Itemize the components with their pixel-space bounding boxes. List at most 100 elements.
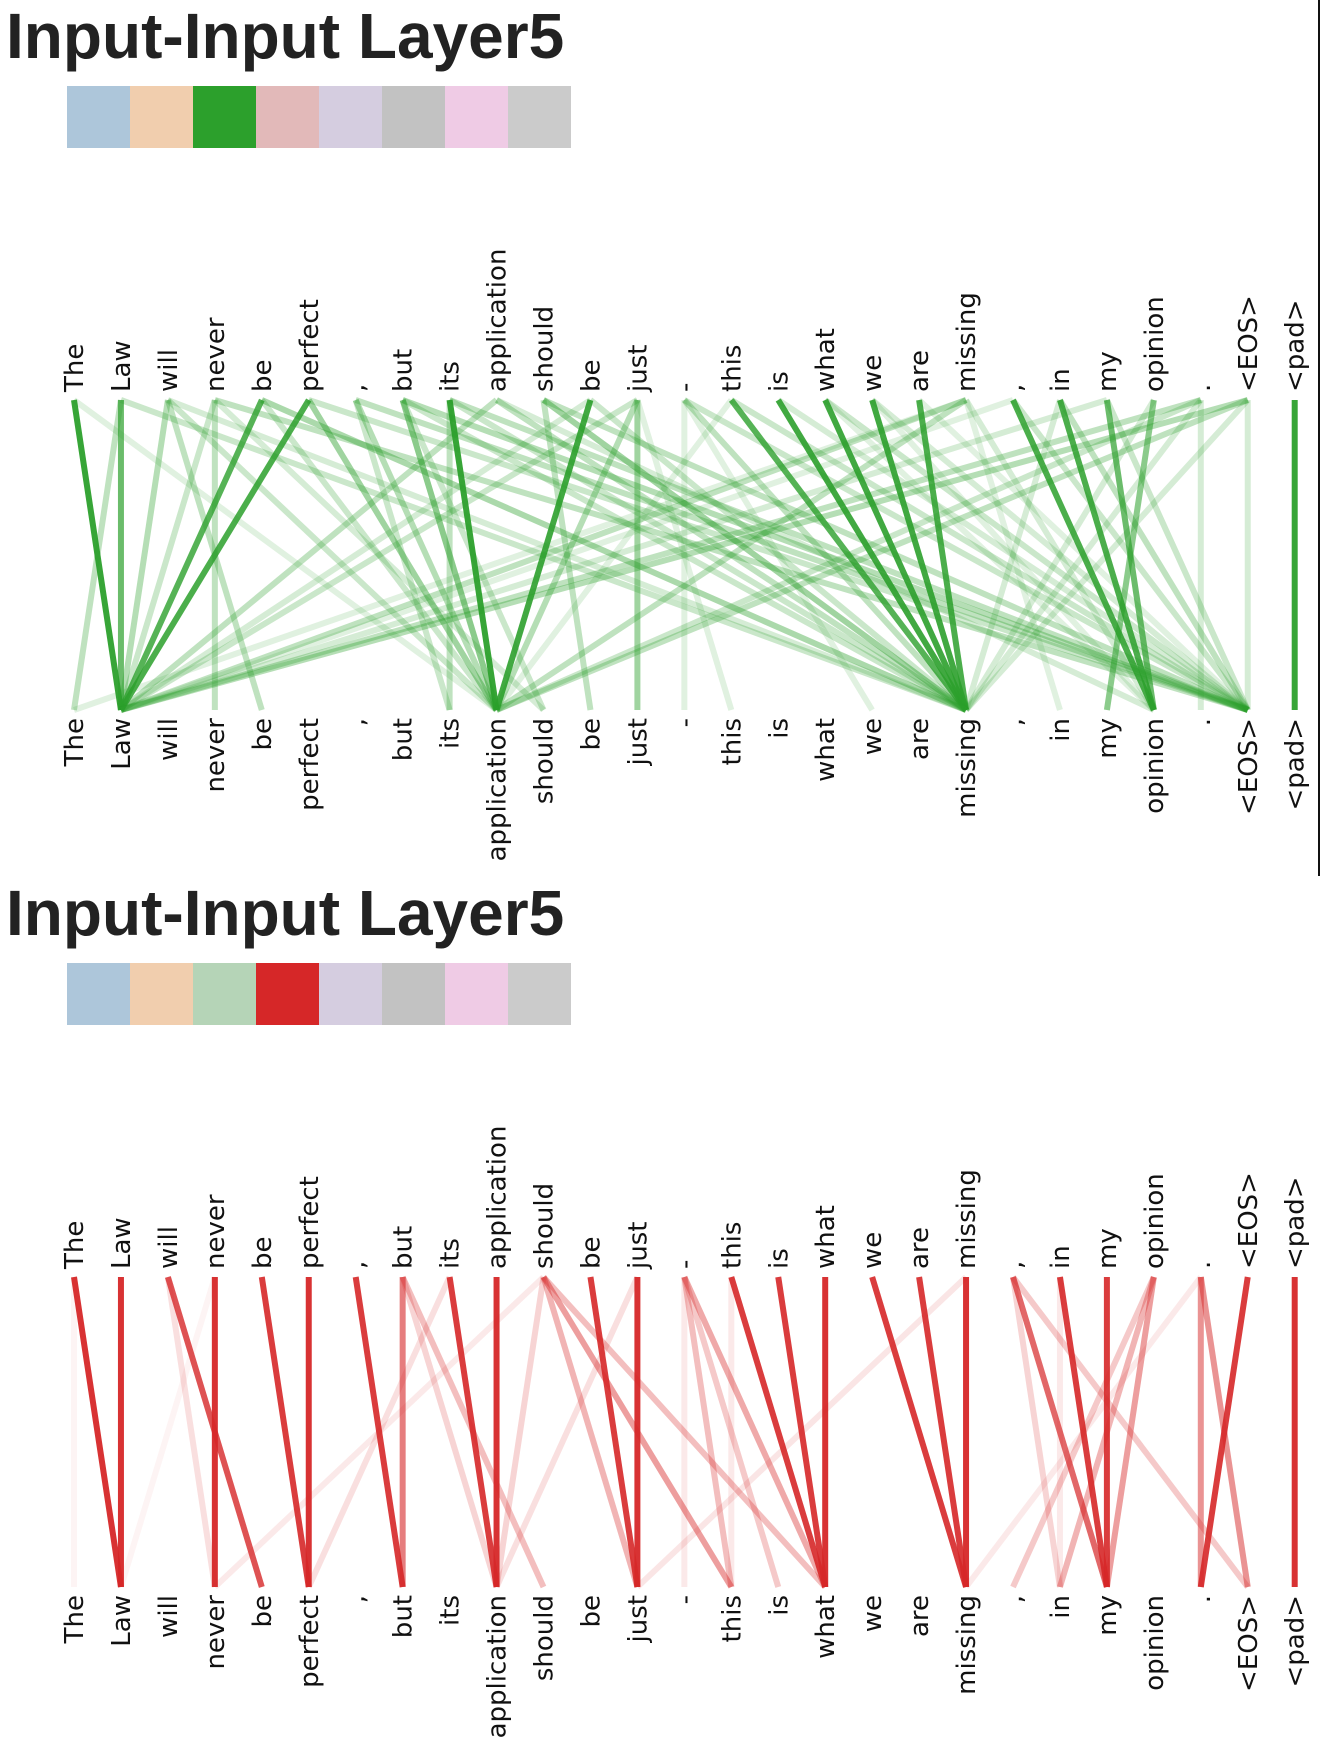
source-token-label[interactable]: <EOS> — [1234, 1172, 1264, 1269]
source-token-label[interactable]: <pad> — [1281, 299, 1311, 392]
target-token-label[interactable]: be — [248, 1595, 278, 1628]
target-token-label[interactable]: is — [764, 1595, 794, 1616]
source-token-label[interactable]: , — [999, 384, 1029, 392]
source-token-label[interactable]: we — [858, 1232, 888, 1269]
target-token-label[interactable]: Law — [107, 718, 137, 770]
target-token-label[interactable]: never — [201, 718, 231, 793]
source-token-label[interactable]: . — [1187, 1261, 1217, 1269]
source-token-label[interactable]: should — [530, 1183, 560, 1269]
head-swatch-6[interactable] — [382, 86, 445, 148]
source-token-label[interactable]: its — [436, 1238, 466, 1269]
target-token-label[interactable]: . — [1187, 718, 1217, 726]
source-token-label[interactable]: , — [999, 1261, 1029, 1269]
source-token-label[interactable]: will — [154, 349, 184, 392]
head-swatch-1[interactable] — [67, 86, 130, 148]
head-swatch-7[interactable] — [445, 86, 508, 148]
source-token-label[interactable]: opinion — [1140, 296, 1170, 392]
target-token-label[interactable]: will — [154, 1595, 184, 1638]
source-token-label[interactable]: its — [436, 361, 466, 392]
target-token-label[interactable]: just — [623, 1595, 653, 1643]
head-swatch-3[interactable] — [193, 86, 256, 148]
source-token-label[interactable]: this — [717, 345, 747, 392]
head-swatch-7[interactable] — [445, 963, 508, 1025]
target-token-label[interactable]: be — [576, 1595, 606, 1628]
source-token-label[interactable]: perfect — [295, 1176, 325, 1269]
target-token-label[interactable]: its — [436, 718, 466, 749]
source-token-label[interactable]: just — [623, 1222, 653, 1270]
head-swatch-2[interactable] — [130, 963, 193, 1025]
source-token-label[interactable]: <pad> — [1281, 1176, 1311, 1269]
target-token-label[interactable]: - — [670, 1595, 700, 1604]
target-token-label[interactable]: - — [670, 718, 700, 727]
head-swatch-2[interactable] — [130, 86, 193, 148]
target-token-label[interactable]: <pad> — [1281, 1595, 1311, 1688]
target-token-label[interactable]: but — [389, 718, 419, 761]
target-token-label[interactable]: its — [436, 1595, 466, 1626]
target-token-label[interactable]: are — [905, 1595, 935, 1637]
target-token-label[interactable]: The — [60, 718, 90, 767]
target-token-label[interactable]: , — [342, 718, 372, 726]
target-token-label[interactable]: , — [342, 1595, 372, 1603]
target-token-label[interactable]: in — [1046, 718, 1076, 742]
head-swatch-4[interactable] — [256, 86, 319, 148]
target-token-label[interactable]: <pad> — [1281, 718, 1311, 811]
target-token-label[interactable]: <EOS> — [1234, 1595, 1264, 1692]
head-swatch-4[interactable] — [256, 963, 319, 1025]
source-token-label[interactable]: is — [764, 371, 794, 392]
source-token-label[interactable]: my — [1093, 1228, 1123, 1269]
target-token-label[interactable]: Law — [107, 1595, 137, 1647]
target-token-label[interactable]: perfect — [295, 1595, 325, 1688]
source-token-label[interactable]: , — [342, 384, 372, 392]
source-token-label[interactable]: never — [201, 1194, 231, 1269]
target-token-label[interactable]: what — [811, 1595, 841, 1659]
head-swatch-5[interactable] — [319, 963, 382, 1025]
target-token-label[interactable]: but — [389, 1595, 419, 1638]
target-token-label[interactable]: application — [483, 718, 513, 861]
target-token-label[interactable]: missing — [952, 718, 982, 818]
source-token-label[interactable]: - — [670, 383, 700, 392]
target-token-label[interactable]: opinion — [1140, 1595, 1170, 1691]
source-token-label[interactable]: but — [389, 349, 419, 392]
source-token-label[interactable]: - — [670, 1260, 700, 1269]
target-token-label[interactable]: will — [154, 718, 184, 761]
source-token-label[interactable]: . — [1187, 384, 1217, 392]
target-token-label[interactable]: we — [858, 1595, 888, 1632]
source-token-label[interactable]: opinion — [1140, 1173, 1170, 1269]
target-token-label[interactable]: what — [811, 718, 841, 782]
source-token-label[interactable]: we — [858, 355, 888, 392]
target-token-label[interactable]: are — [905, 718, 935, 760]
source-token-label[interactable]: <EOS> — [1234, 295, 1264, 392]
source-token-label[interactable]: missing — [952, 1169, 982, 1269]
head-swatch-6[interactable] — [382, 963, 445, 1025]
source-token-label[interactable]: The — [60, 344, 90, 393]
source-token-label[interactable]: but — [389, 1226, 419, 1269]
source-token-label[interactable]: is — [764, 1248, 794, 1269]
source-token-label[interactable]: in — [1046, 368, 1076, 392]
source-token-label[interactable]: be — [248, 360, 278, 393]
head-swatch-1[interactable] — [67, 963, 130, 1025]
target-token-label[interactable]: <EOS> — [1234, 718, 1264, 815]
target-token-label[interactable]: The — [60, 1595, 90, 1644]
target-token-label[interactable]: missing — [952, 1595, 982, 1695]
source-token-label[interactable]: my — [1093, 351, 1123, 392]
target-token-label[interactable]: . — [1187, 1595, 1217, 1603]
source-token-label[interactable]: should — [530, 306, 560, 392]
source-token-label[interactable]: Law — [107, 1217, 137, 1269]
source-token-label[interactable]: are — [905, 350, 935, 392]
source-token-label[interactable]: what — [811, 328, 841, 392]
head-swatch-8[interactable] — [508, 963, 571, 1025]
source-token-label[interactable]: this — [717, 1222, 747, 1269]
source-token-label[interactable]: what — [811, 1205, 841, 1269]
target-token-label[interactable]: this — [717, 1595, 747, 1642]
target-token-label[interactable]: perfect — [295, 718, 325, 811]
head-swatch-8[interactable] — [508, 86, 571, 148]
target-token-label[interactable]: this — [717, 718, 747, 765]
source-token-label[interactable]: The — [60, 1221, 90, 1270]
target-token-label[interactable]: never — [201, 1595, 231, 1670]
target-token-label[interactable]: my — [1093, 718, 1123, 759]
target-token-label[interactable]: just — [623, 718, 653, 766]
source-token-label[interactable]: just — [623, 345, 653, 393]
target-token-label[interactable]: , — [999, 1595, 1029, 1603]
target-token-label[interactable]: we — [858, 718, 888, 755]
target-token-label[interactable]: is — [764, 718, 794, 739]
